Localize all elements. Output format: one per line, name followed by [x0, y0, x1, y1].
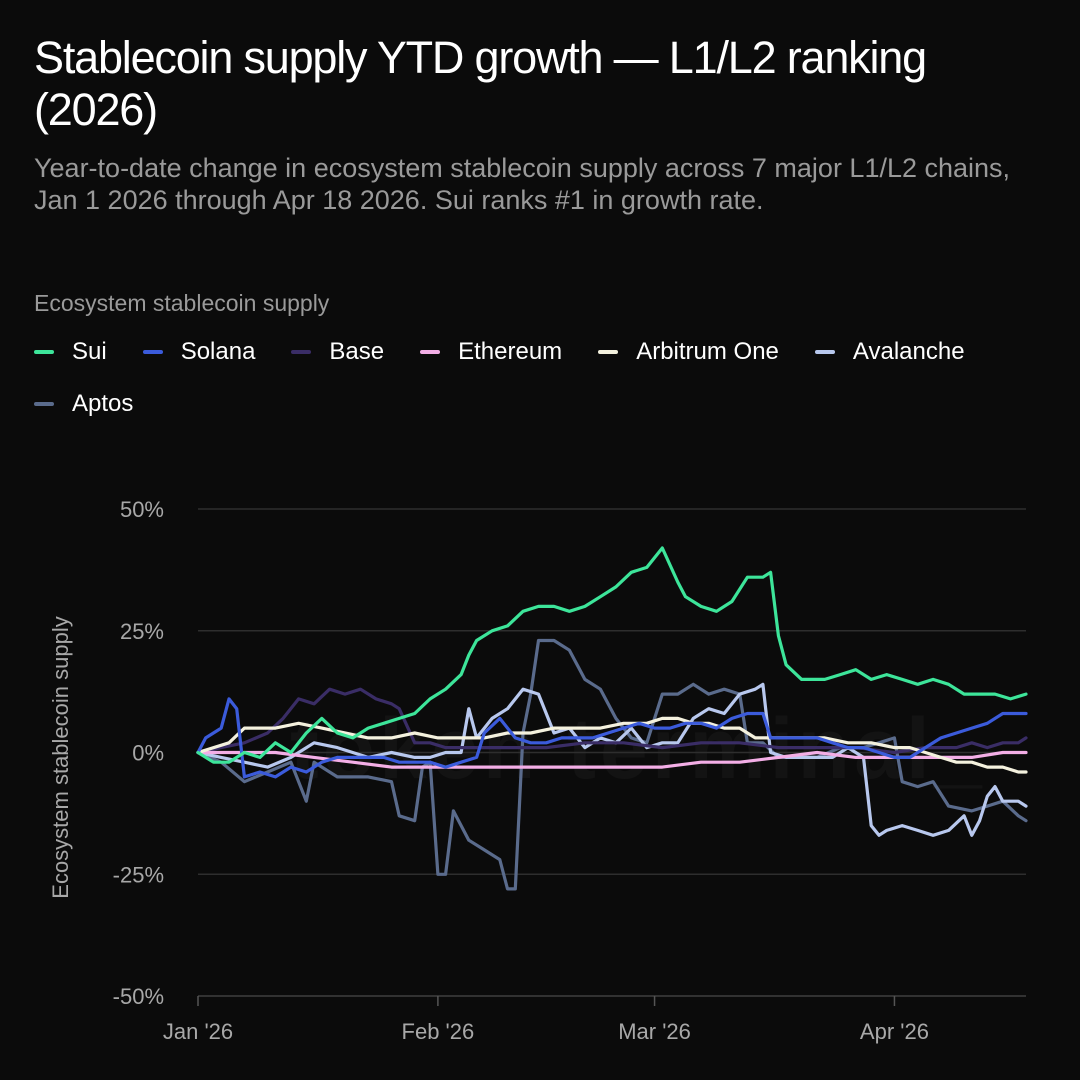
legend-title: Ecosystem stablecoin supply: [34, 290, 330, 316]
legend-swatch: [598, 350, 619, 354]
chart-subtitle: Year-to-date change in ecosystem stablec…: [34, 153, 1011, 215]
series-line-avalanche: [196, 682, 1028, 837]
series-line-ethereum: [196, 750, 1028, 769]
legend-swatch: [34, 402, 54, 406]
x-tick-label: Jan '26: [163, 1019, 233, 1044]
series-line-sui: [196, 546, 1028, 764]
x-tick-label: Mar '26: [618, 1019, 691, 1044]
x-tick-label: Feb '26: [402, 1019, 475, 1044]
legend-item-ethereum: Ethereum: [420, 334, 562, 370]
y-tick-label: 0%: [132, 741, 164, 766]
legend-label: Base: [329, 338, 385, 365]
series-line-solana: [196, 697, 1028, 779]
legend-item-sui: Sui: [34, 334, 107, 370]
y-tick-label: -25%: [113, 862, 164, 887]
series-line-aptos: [196, 638, 1028, 891]
legend-swatch: [420, 350, 441, 354]
line-chart: 50% 25% 0% -25% -50% Jan '26 Feb '26 Mar '26 Apr…: [48, 497, 1028, 1044]
chart-title: Stablecoin supply YTD growth — L1/L2 ran…: [34, 32, 927, 135]
y-tick-label: 25%: [120, 619, 164, 644]
legend-label: Ethereum: [458, 338, 563, 365]
legend-item-aptos: Aptos: [34, 386, 133, 422]
legend-item-avalanche: Avalanche: [814, 334, 965, 370]
legend-label: Arbitrum One: [636, 338, 779, 365]
y-tick-label: -50%: [113, 984, 164, 1009]
legend-item-base: Base: [291, 334, 384, 370]
legend-label: Aptos: [72, 390, 134, 417]
legend-label: Solana: [180, 338, 256, 365]
legend-item-solana: Solana: [142, 334, 256, 370]
legend-swatch: [291, 350, 312, 354]
legend-label: Avalanche: [852, 338, 965, 365]
series-line-arbitrum-one: [196, 716, 1028, 774]
legend-item-arbitrum-one: Arbitrum One: [598, 334, 779, 370]
legend-swatch: [142, 350, 163, 354]
y-axis-title: Ecosystem stablecoin supply: [48, 616, 73, 898]
series-line-base: [196, 687, 1028, 755]
legend-swatch: [814, 350, 835, 354]
legend: Sui Solana Base Ethereum Arbitrum One Avalanc…: [34, 334, 1064, 422]
x-tick-label: Apr '26: [860, 1019, 929, 1044]
legend-swatch: [34, 350, 54, 354]
y-tick-label: 50%: [120, 497, 164, 522]
legend-label: Sui: [72, 338, 107, 365]
